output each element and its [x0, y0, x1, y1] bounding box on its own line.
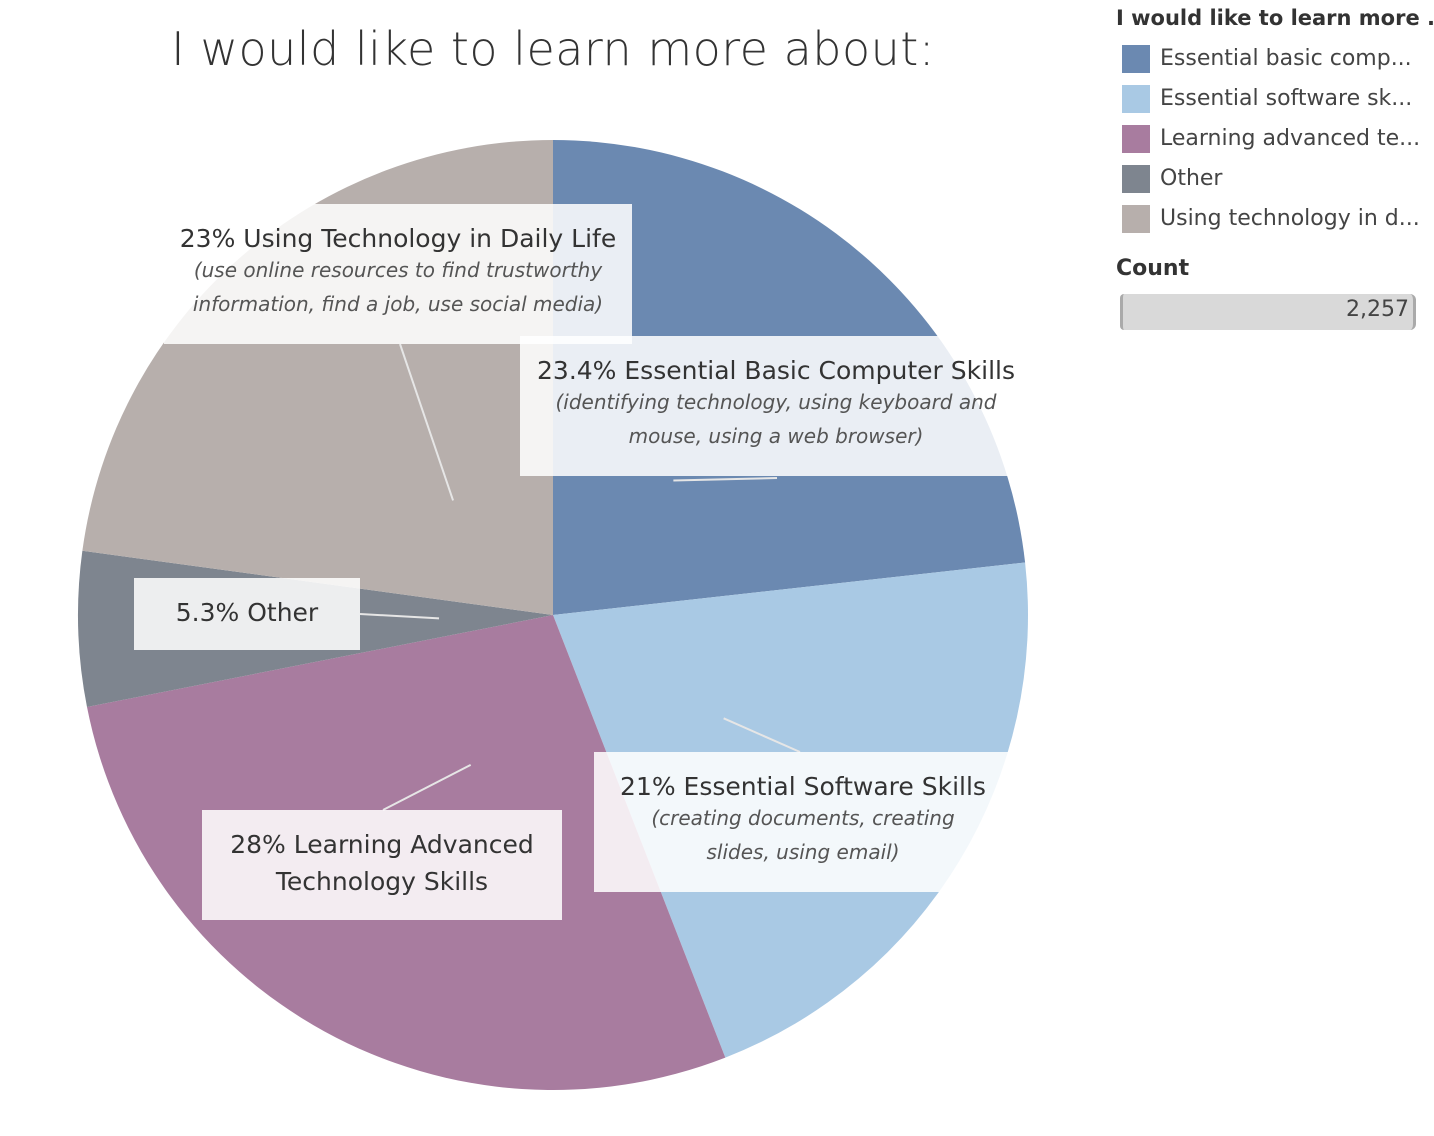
callout-advanced: 28% Learning Advanced Technology Skills: [202, 810, 562, 920]
legend-label: Essential basic comp...: [1160, 46, 1412, 71]
callout-daily-sub-2: information, find a job, use social medi…: [192, 292, 604, 316]
legend-label: Essential software sk...: [1160, 86, 1413, 111]
callout-software-sub-1: (creating documents, creating: [651, 806, 955, 830]
legend-label: Using technology in d...: [1160, 206, 1420, 231]
pie-chart: [78, 140, 1028, 1090]
leader-line-software: [723, 717, 801, 753]
callout-daily-sub-1: (use online resources to find trustworth…: [193, 258, 603, 282]
callout-software-label: 21% Essential Software Skills: [620, 772, 986, 801]
callout-daily-label: 23% Using Technology in Daily Life: [179, 224, 617, 253]
callout-other: 5.3% Other: [134, 578, 360, 650]
legend-swatch: [1122, 85, 1150, 113]
legend-swatch: [1122, 125, 1150, 153]
legend-swatch: [1122, 45, 1150, 73]
callout-basic: 23.4% Essential Basic Computer Skills (i…: [520, 336, 1032, 476]
legend-item-daily[interactable]: Using technology in d...: [1122, 205, 1434, 235]
callout-daily: 23% Using Technology in Daily Life (use …: [164, 204, 632, 344]
legend-item-other[interactable]: Other: [1122, 165, 1434, 195]
callout-software: 21% Essential Software Skills (creating …: [594, 752, 1012, 892]
leader-line-other: [359, 613, 440, 620]
leader-line-daily: [399, 343, 455, 501]
legend-item-advanced[interactable]: Learning advanced te...: [1122, 125, 1434, 155]
count-legend-bar: 2,257: [1120, 294, 1416, 330]
legend-item-software[interactable]: Essential software sk...: [1122, 85, 1434, 115]
leader-line-basic: [673, 477, 778, 482]
callout-advanced-label-1: 28% Learning Advanced: [230, 830, 534, 859]
callout-basic-label: 23.4% Essential Basic Computer Skills: [537, 356, 1015, 385]
color-legend: I would like to learn more ... Essential…: [1116, 0, 1434, 330]
chart-title: I would like to learn more about:: [171, 22, 935, 76]
legend-swatch: [1122, 205, 1150, 233]
callout-other-label: 5.3% Other: [175, 598, 319, 627]
legend-swatch: [1122, 165, 1150, 193]
leader-line-advanced: [382, 763, 472, 811]
callout-basic-sub-2: mouse, using a web browser): [628, 424, 924, 448]
count-legend-value: 2,257: [1346, 297, 1409, 322]
legend-title: I would like to learn more ...: [1116, 6, 1434, 30]
legend-label: Learning advanced te...: [1160, 126, 1421, 151]
callout-basic-sub-1: (identifying technology, using keyboard …: [555, 390, 997, 414]
callout-software-sub-2: slides, using email): [706, 840, 900, 864]
legend-item-basic[interactable]: Essential basic comp...: [1122, 45, 1434, 75]
legend-label: Other: [1160, 166, 1223, 191]
count-legend-title: Count: [1116, 256, 1190, 281]
callout-advanced-label-2: Technology Skills: [275, 867, 489, 896]
